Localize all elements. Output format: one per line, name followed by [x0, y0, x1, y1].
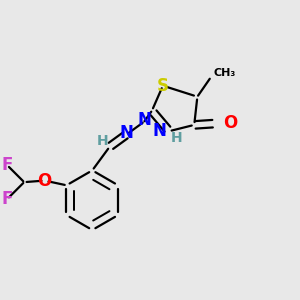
- Text: O: O: [38, 172, 52, 190]
- Text: H: H: [171, 131, 183, 145]
- Text: O: O: [224, 114, 238, 132]
- Text: N: N: [137, 111, 151, 129]
- Text: F: F: [1, 156, 13, 174]
- Text: CH₃: CH₃: [213, 68, 235, 78]
- Text: S: S: [157, 77, 169, 95]
- Text: N: N: [153, 122, 166, 140]
- Text: F: F: [1, 190, 13, 208]
- Text: H: H: [97, 134, 109, 148]
- Text: N: N: [120, 124, 134, 142]
